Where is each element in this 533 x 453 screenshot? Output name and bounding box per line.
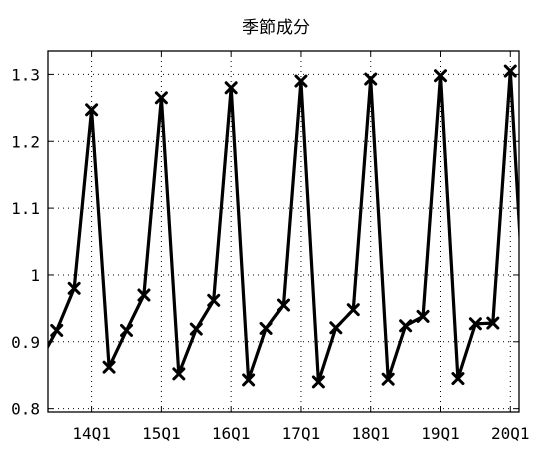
data-point-marker xyxy=(311,375,325,389)
plot-frame xyxy=(47,50,520,413)
x-tick-label: 16Q1 xyxy=(212,424,251,443)
data-point-marker xyxy=(120,323,133,337)
data-point-marker xyxy=(364,72,378,86)
data-point-marker xyxy=(137,288,151,302)
chart-title: 季節成分 xyxy=(242,18,310,38)
data-point-marker xyxy=(102,360,116,374)
x-tick-label: 15Q1 xyxy=(142,424,181,443)
data-point-marker xyxy=(346,303,360,317)
data-point-marker xyxy=(294,74,308,88)
series-layer xyxy=(48,64,533,389)
y-tick-label: 1 xyxy=(30,266,40,285)
x-tick-label: 18Q1 xyxy=(351,424,390,443)
data-point-marker xyxy=(207,293,221,307)
data-point-marker xyxy=(224,81,238,95)
axis-ticks xyxy=(48,51,519,412)
data-point-marker xyxy=(416,309,430,323)
x-axis-tick-labels: 14Q1 15Q1 16Q1 17Q1 18Q1 19Q1 20Q1 xyxy=(72,424,529,443)
data-point-marker xyxy=(486,316,500,330)
data-point-marker xyxy=(50,323,64,337)
data-point-marker xyxy=(399,319,413,333)
data-point-marker xyxy=(381,372,395,386)
data-point-marker xyxy=(523,364,533,374)
data-point-marker xyxy=(189,322,203,336)
data-point-marker xyxy=(67,281,81,295)
data-point-marker xyxy=(503,64,517,78)
x-tick-label: 19Q1 xyxy=(421,424,460,443)
data-point-marker xyxy=(172,367,186,381)
data-point-marker xyxy=(154,91,168,105)
y-tick-label: 1.2 xyxy=(11,132,40,151)
data-point-marker xyxy=(434,69,447,83)
data-point-marker xyxy=(468,317,482,331)
x-tick-label: 20Q1 xyxy=(491,424,530,443)
y-tick-label: 1.1 xyxy=(11,199,40,218)
x-tick-label: 14Q1 xyxy=(72,424,111,443)
x-tick-label: 17Q1 xyxy=(282,424,321,443)
data-point-marker xyxy=(85,103,99,117)
data-point-marker xyxy=(259,321,273,335)
y-tick-label: 1.3 xyxy=(11,65,40,84)
data-point-marker xyxy=(242,373,256,387)
y-tick-label: 0.9 xyxy=(11,333,40,352)
data-point-marker xyxy=(277,298,290,312)
y-axis-tick-labels: 0.8 0.9 1 1.1 1.2 1.3 xyxy=(11,65,40,418)
data-point-marker xyxy=(451,372,465,386)
y-tick-label: 0.8 xyxy=(11,400,40,419)
data-point-marker xyxy=(329,321,343,335)
series-line xyxy=(48,69,519,384)
